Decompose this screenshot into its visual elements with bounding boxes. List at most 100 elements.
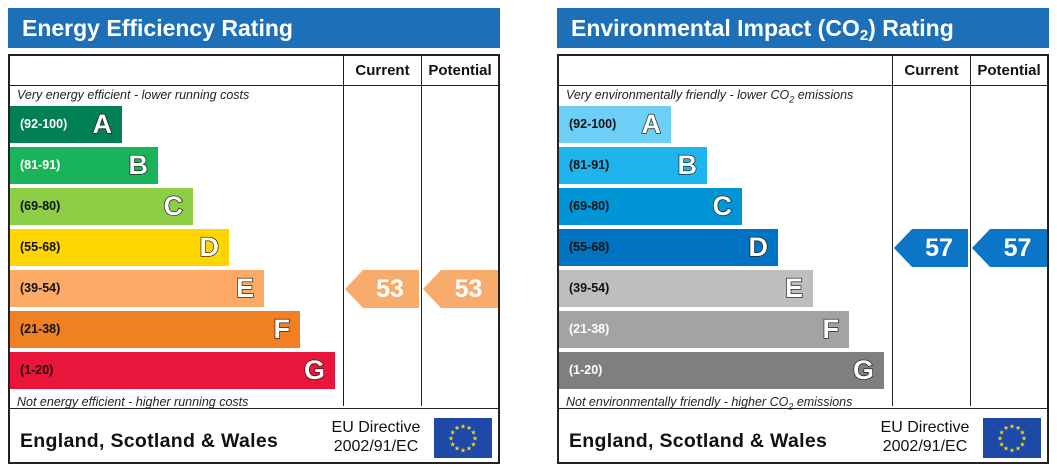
band-range-label: (92-100) [20, 117, 68, 131]
eu-directive: EU Directive 2002/91/EC [324, 418, 428, 456]
band-range-label: (55-68) [20, 240, 61, 254]
bottom-note: Not energy efficient - higher running co… [17, 395, 249, 409]
svg-text:★: ★ [466, 445, 472, 453]
eu-directive-line2: 2002/91/EC [333, 438, 419, 455]
svg-text:★: ★ [999, 440, 1005, 448]
potential-rating-value: 57 [1003, 234, 1032, 262]
column-divider [892, 56, 893, 406]
svg-text:★: ★ [460, 422, 466, 430]
header-divider [559, 85, 1047, 86]
rating-band-a: (92-100) A [559, 106, 671, 143]
energy-efficiency-panel: Energy Efficiency Rating Current Potenti… [8, 8, 500, 464]
column-divider [343, 56, 344, 406]
band-range-label: (1-20) [569, 363, 603, 377]
column-divider [970, 56, 971, 406]
current-rating-value: 57 [925, 234, 953, 262]
svg-text:★: ★ [999, 428, 1005, 436]
svg-text:★: ★ [470, 440, 476, 448]
current-column-header: Current [904, 62, 959, 79]
potential-rating-arrow: 53 [423, 270, 498, 308]
top-note: Very environmentally friendly - lower CO… [566, 88, 854, 105]
band-range-label: (21-38) [569, 322, 610, 336]
rating-band-a: (92-100) A [10, 106, 122, 143]
band-letter: D [748, 231, 769, 262]
band-range-label: (39-54) [20, 281, 61, 295]
footer-region: England, Scotland & Wales [20, 430, 279, 452]
current-column-header: Current [355, 62, 410, 79]
svg-text:★: ★ [460, 446, 466, 454]
potential-column-header: Potential [428, 62, 492, 79]
rating-band-e: (39-54) E [10, 270, 264, 307]
bottom-note: Not environmentally friendly - higher CO… [566, 395, 853, 412]
rating-band-g: (1-20) G [10, 352, 335, 389]
svg-text:★: ★ [1019, 428, 1025, 436]
current-arrow-shape [894, 229, 968, 267]
band-range-label: (39-54) [569, 281, 610, 295]
band-range-label: (55-68) [569, 240, 610, 254]
svg-text:★: ★ [454, 424, 460, 432]
potential-arrow-shape [423, 270, 498, 308]
rating-band-d: (55-68) D [10, 229, 229, 266]
panel-title: Environmental Impact (CO2) Rating [557, 8, 1049, 48]
band-range-label: (69-80) [20, 199, 61, 213]
svg-text:★: ★ [1021, 434, 1027, 442]
eu-flag-icon: ★ ★★★★★★★★★★★ [983, 418, 1041, 458]
footer-divider [559, 408, 1047, 409]
svg-text:★: ★ [448, 434, 454, 442]
potential-rating-arrow: 57 [972, 229, 1047, 267]
band-range-label: (81-91) [20, 158, 61, 172]
band-range-label: (1-20) [20, 363, 54, 377]
footer-region: England, Scotland & Wales [569, 430, 828, 452]
band-letter: A [92, 108, 113, 139]
band-letter: E [784, 272, 803, 303]
rating-band-f: (21-38) F [559, 311, 849, 348]
band-range-label: (69-80) [569, 199, 610, 213]
svg-text:★: ★ [1015, 445, 1021, 453]
rating-band-b: (81-91) B [559, 147, 707, 184]
rating-band-b: (81-91) B [10, 147, 158, 184]
band-letter: B [677, 149, 698, 180]
svg-text:★: ★ [450, 440, 456, 448]
eu-directive-line1: EU Directive [331, 419, 421, 436]
band-range-label: (92-100) [569, 117, 617, 131]
potential-rating-value: 53 [454, 275, 483, 303]
band-letter: C [163, 190, 184, 221]
rating-table: Current Potential Very energy efficient … [8, 54, 500, 464]
column-divider [421, 56, 422, 406]
panel-title: Energy Efficiency Rating [8, 8, 500, 48]
svg-text:★: ★ [470, 428, 476, 436]
band-letter: E [235, 272, 254, 303]
band-letter: C [712, 190, 733, 221]
svg-text:★: ★ [1019, 440, 1025, 448]
eu-directive-line2: 2002/91/EC [882, 438, 968, 455]
svg-text:★: ★ [466, 424, 472, 432]
current-rating-arrow: 57 [894, 229, 968, 267]
rating-band-g: (1-20) G [559, 352, 884, 389]
eu-directive: EU Directive 2002/91/EC [873, 418, 977, 456]
svg-text:★: ★ [1003, 445, 1009, 453]
rating-band-c: (69-80) C [10, 188, 193, 225]
svg-text:★: ★ [1003, 424, 1009, 432]
rating-band-c: (69-80) C [559, 188, 742, 225]
svg-text:★: ★ [997, 434, 1003, 442]
eu-flag-icon: ★ ★★★★★★★★★★★ [434, 418, 492, 458]
svg-text:★: ★ [454, 445, 460, 453]
band-letter: G [852, 354, 874, 385]
band-letter: F [822, 313, 840, 344]
potential-arrow-shape [972, 229, 1047, 267]
svg-text:★: ★ [1009, 446, 1015, 454]
svg-text:★: ★ [450, 428, 456, 436]
rating-band-f: (21-38) F [10, 311, 300, 348]
current-rating-arrow: 53 [345, 270, 419, 308]
band-range-label: (21-38) [20, 322, 61, 336]
band-letter: F [273, 313, 291, 344]
band-letter: D [199, 231, 220, 262]
header-divider [10, 85, 498, 86]
current-rating-value: 53 [376, 275, 404, 303]
potential-column-header: Potential [977, 62, 1041, 79]
band-range-label: (81-91) [569, 158, 610, 172]
svg-text:★: ★ [472, 434, 478, 442]
footer-divider [10, 408, 498, 409]
band-letter: G [303, 354, 325, 385]
band-letter: B [128, 149, 149, 180]
